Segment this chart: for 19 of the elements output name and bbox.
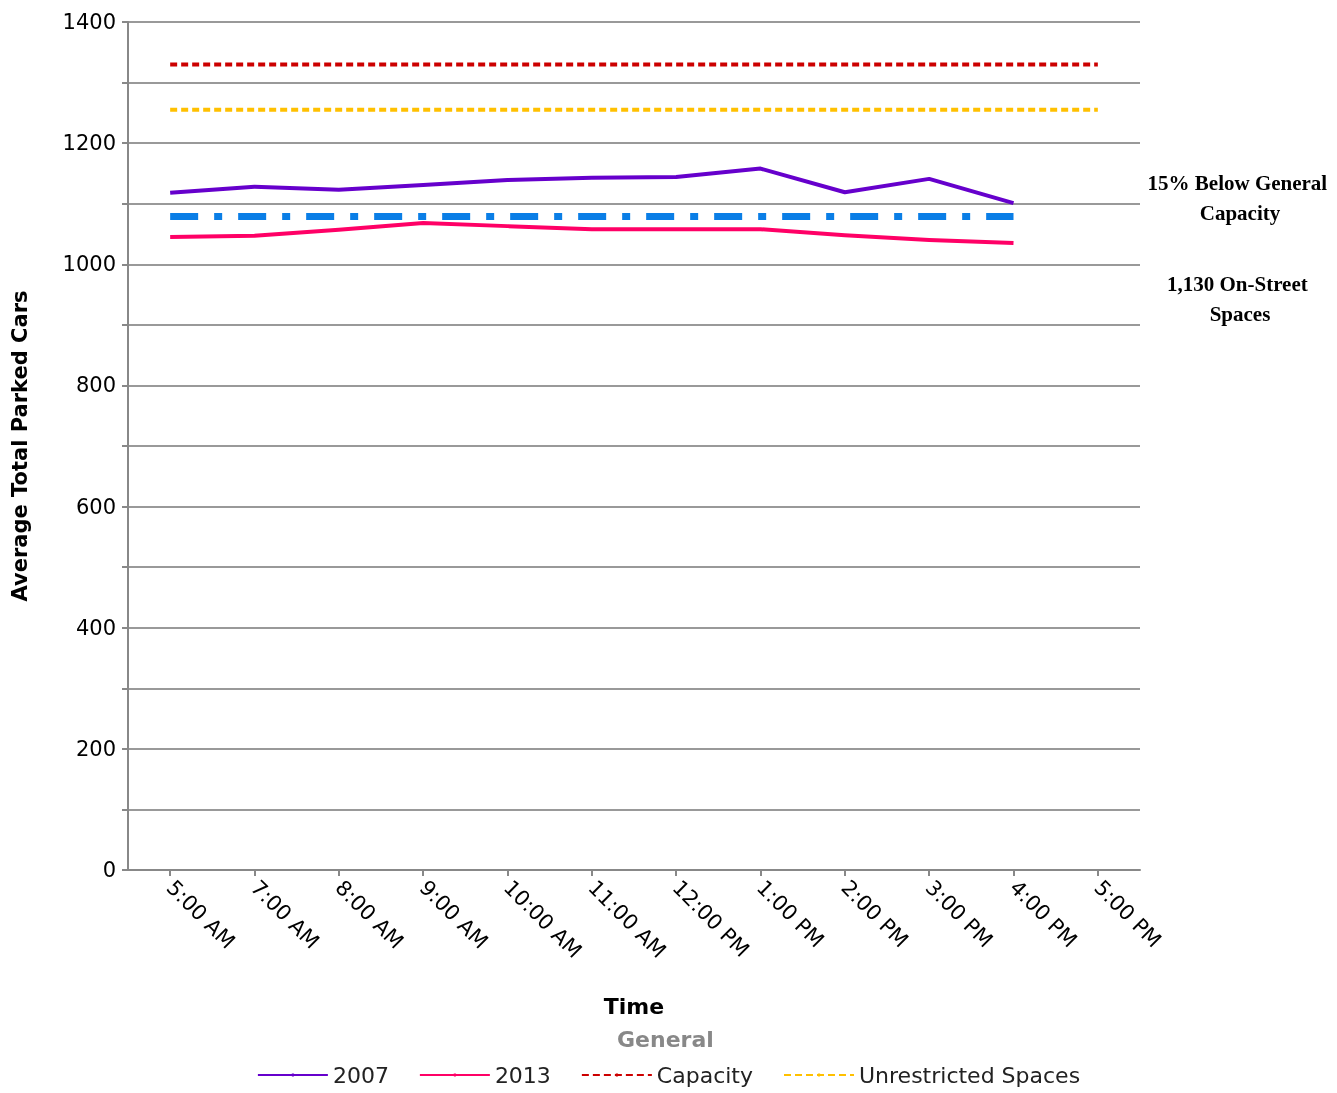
y-tick-label: 200 <box>75 736 116 761</box>
legend-title: General <box>617 1026 714 1052</box>
legend-label: Capacity <box>656 1062 754 1088</box>
legend-label: 2013 <box>494 1062 551 1088</box>
legend-label: Unrestricted Spaces <box>859 1062 1081 1088</box>
legend-label: 2007 <box>332 1062 389 1088</box>
y-tick-label: 400 <box>75 615 116 640</box>
y-tick-label: 600 <box>75 494 116 519</box>
y-axis-title: Average Total Parked Cars <box>7 290 32 602</box>
line-series <box>168 166 1016 206</box>
x-axis-title: Time <box>603 993 665 1019</box>
text: 15% Below General Capacity <box>1147 171 1333 225</box>
y-tick-label: 1200 <box>62 131 116 156</box>
text: 1,130 On-Street Spaces <box>1166 272 1314 326</box>
y-tick-label: 800 <box>75 373 116 398</box>
line-series <box>168 221 1016 246</box>
y-tick-label: 0 <box>102 858 116 882</box>
y-tick-label: 1400 <box>62 10 116 34</box>
y-tick-label: 1000 <box>62 252 116 277</box>
